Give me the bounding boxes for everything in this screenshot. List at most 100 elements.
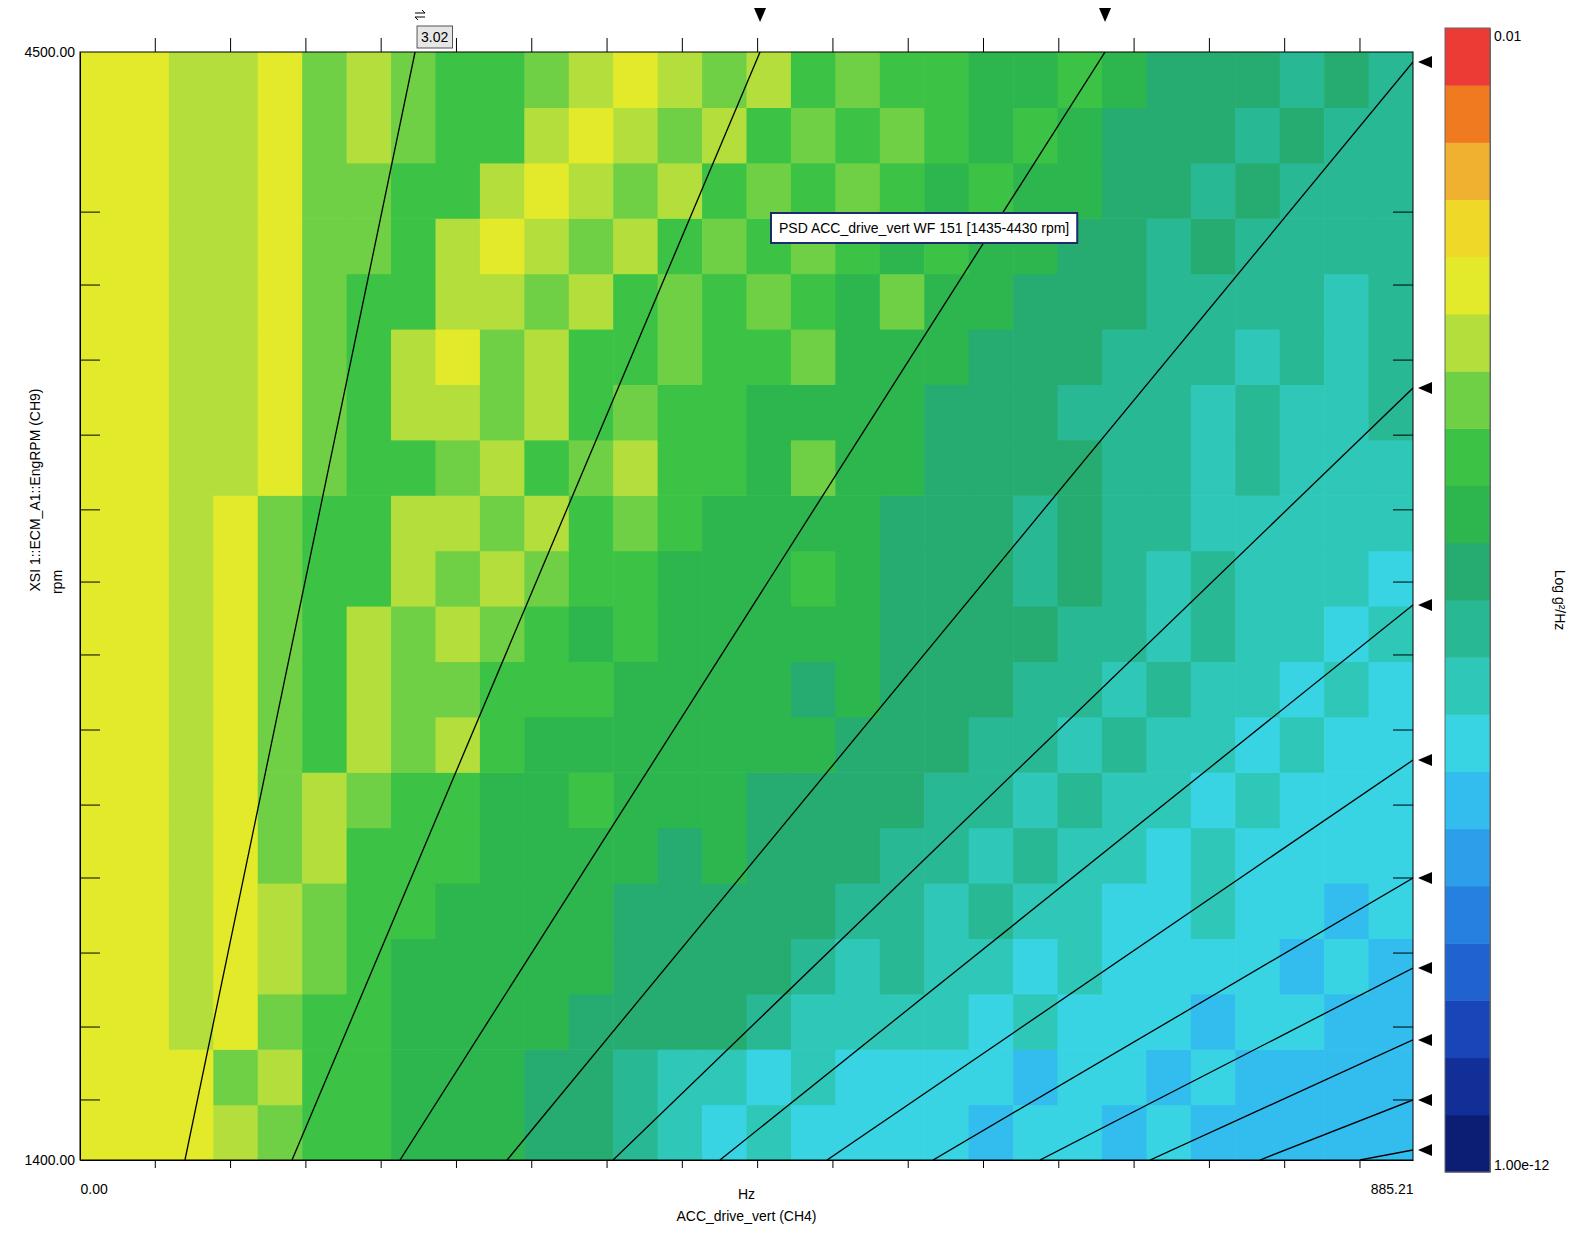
heatmap-cell (1191, 883, 1236, 939)
heatmap-cell (124, 329, 169, 385)
heatmap-cell (80, 107, 125, 163)
heatmap-cell (213, 218, 258, 274)
heatmap-cell (213, 107, 258, 163)
heatmap-cell (302, 994, 347, 1050)
heatmap-cell (791, 606, 836, 662)
heatmap-cell (702, 772, 747, 828)
heatmap-cell (524, 384, 569, 440)
heatmap-cell (480, 717, 525, 773)
heatmap-cell (1369, 661, 1413, 717)
heatmap-cell (124, 606, 169, 662)
heatmap-cell (924, 717, 969, 773)
heatmap-cell (791, 1049, 836, 1105)
heatmap-cell (258, 163, 303, 219)
axis-line (1490, 29, 1491, 1173)
heatmap-cell (658, 329, 703, 385)
heatmap-cell (791, 1105, 836, 1160)
heatmap-cell (658, 1049, 703, 1105)
heatmap-cell (480, 606, 525, 662)
tick-mark (1284, 1160, 1285, 1168)
heatmap-cell (435, 1105, 480, 1160)
heatmap-cell (658, 1105, 703, 1160)
tick-mark (757, 1160, 758, 1168)
heatmap-cell (1013, 52, 1058, 108)
heatmap-cell (1013, 329, 1058, 385)
heatmap-cell (1324, 883, 1369, 939)
heatmap-cell (747, 828, 792, 884)
heatmap-cell (702, 329, 747, 385)
heatmap-cell (80, 883, 125, 939)
heatmap-cell (569, 938, 614, 994)
heatmap-cell (791, 52, 836, 108)
heatmap-cell (80, 994, 125, 1050)
heatmap-cell (835, 772, 880, 828)
heatmap-cell (213, 661, 258, 717)
heatmap-cell (835, 661, 880, 717)
heatmap-cell (1280, 218, 1325, 274)
heatmap-cell (747, 883, 792, 939)
colorbar-axis: 0.011.00e-12 (1490, 28, 1549, 1173)
heatmap-cell (613, 551, 658, 607)
heatmap-cell (480, 274, 525, 330)
heatmap-cell (169, 329, 214, 385)
heatmap-cell (1102, 661, 1147, 717)
heatmap-cell (1280, 772, 1325, 828)
chart: 0.00885.21HzACC_drive_vert (CH4)1400.004… (0, 0, 1581, 1235)
heatmap-cell (835, 1049, 880, 1105)
heatmap-cell (1369, 274, 1413, 330)
heatmap-cell (1324, 329, 1369, 385)
heatmap-cell (880, 883, 925, 939)
heatmap-cell (1102, 329, 1147, 385)
heatmap-cell (480, 163, 525, 219)
heatmap-cell (480, 994, 525, 1050)
tick-label: 0.00 (81, 1181, 108, 1197)
heatmap-cell (524, 994, 569, 1050)
heatmap-cell (880, 163, 925, 219)
heatmap-cell (1146, 606, 1191, 662)
heatmap-cell (1146, 52, 1191, 108)
cursor-marker (1418, 1094, 1432, 1106)
heatmap-cell (124, 938, 169, 994)
y-axis-title: XSI 1::ECM_A1::EngRPM (CH9) (27, 388, 43, 591)
heatmap-cell (258, 994, 303, 1050)
heatmap-cell (747, 163, 792, 219)
heatmap-cell (880, 329, 925, 385)
heatmap-cell (969, 384, 1014, 440)
heatmap-cell (613, 828, 658, 884)
heatmap-cell (347, 440, 392, 496)
heatmap-cell (702, 994, 747, 1050)
heatmap-cell (391, 551, 436, 607)
heatmap-cell (1235, 163, 1280, 219)
heatmap-cell (924, 52, 969, 108)
heatmap-cell (1235, 717, 1280, 773)
heatmap-cell (1013, 163, 1058, 219)
heatmap-cell (613, 1049, 658, 1105)
heatmap-cell (1280, 107, 1325, 163)
heatmap-cell (658, 107, 703, 163)
heatmap-cell (1058, 440, 1103, 496)
heatmap-cell (1280, 52, 1325, 108)
heatmap-cell (880, 551, 925, 607)
heatmap-cell (1369, 440, 1413, 496)
heatmap-cell (569, 1105, 614, 1160)
heatmap-cell (480, 772, 525, 828)
tick-mark (80, 654, 100, 655)
heatmap-cell (747, 274, 792, 330)
tick-mark (983, 38, 984, 52)
plot-frame (80, 52, 1413, 1160)
heatmap-cell (213, 440, 258, 496)
heatmap-cell (1146, 828, 1191, 884)
order-line (1150, 1040, 1413, 1160)
colorbar-band (1445, 772, 1490, 830)
heatmap-cell (258, 329, 303, 385)
heatmap-cell (1146, 163, 1191, 219)
heatmap-cell (880, 384, 925, 440)
heatmap-cell (880, 107, 925, 163)
heatmap-cell (658, 994, 703, 1050)
heatmap-cell (435, 717, 480, 773)
heatmap-cell (213, 274, 258, 330)
heatmap-cell (1146, 551, 1191, 607)
heatmap-cell (1324, 163, 1369, 219)
heatmap-cell (924, 772, 969, 828)
heatmap-cell (791, 661, 836, 717)
